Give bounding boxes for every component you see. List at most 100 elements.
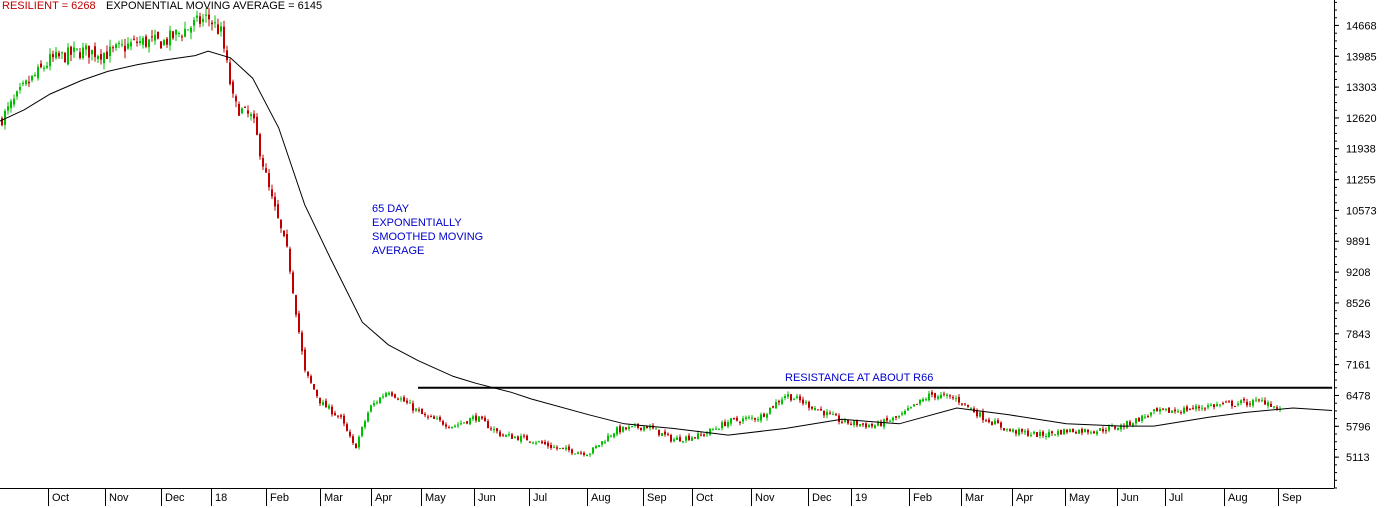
- candle-up: [154, 34, 156, 41]
- candle-up: [781, 399, 783, 404]
- candle-down: [1231, 400, 1233, 407]
- candle-up: [457, 424, 459, 426]
- candle-down: [1036, 432, 1038, 437]
- candle-up: [202, 18, 204, 23]
- candle-up: [1111, 425, 1113, 427]
- candle-up: [1033, 431, 1035, 434]
- candle-down: [1081, 429, 1083, 433]
- candle-down: [1189, 409, 1191, 411]
- candle-down: [856, 420, 858, 426]
- candle-up: [832, 413, 834, 415]
- candle-down: [289, 248, 291, 272]
- candle-up: [718, 428, 720, 430]
- candle-down: [1186, 406, 1188, 411]
- candle-up: [928, 393, 930, 401]
- candle-up: [34, 75, 36, 77]
- candle-down: [274, 196, 276, 207]
- candle-down: [487, 421, 489, 429]
- candle-up: [814, 408, 816, 411]
- candle-down: [1, 118, 3, 126]
- candle-down: [1105, 430, 1107, 432]
- candle-down: [838, 415, 840, 422]
- candle-down: [991, 421, 993, 425]
- candle-down: [295, 295, 297, 315]
- candle-up: [61, 52, 63, 54]
- candle-down: [229, 62, 231, 85]
- candle-up: [769, 407, 771, 414]
- candle-up: [712, 429, 714, 431]
- candle-up: [454, 425, 456, 427]
- candle-up: [751, 417, 753, 419]
- candle-down: [157, 31, 159, 39]
- x-tick-label: Jun: [1121, 492, 1139, 504]
- candle-down: [337, 415, 339, 417]
- candle-up: [685, 436, 687, 441]
- candle-up: [622, 426, 624, 432]
- y-tick-label: 6478: [1346, 390, 1370, 402]
- candle-up: [631, 425, 633, 427]
- candle-up: [478, 416, 480, 422]
- candle-up: [1108, 426, 1110, 431]
- candle-up: [748, 417, 750, 419]
- candle-up: [787, 394, 789, 397]
- candle-up: [1219, 404, 1221, 406]
- candle-up: [673, 439, 675, 442]
- candle-down: [262, 158, 264, 167]
- candle-down: [199, 16, 201, 24]
- candle-down: [181, 36, 183, 38]
- candle-up: [1099, 428, 1101, 431]
- candle-up: [553, 447, 555, 449]
- candle-down: [916, 403, 918, 405]
- candle-down: [880, 421, 882, 426]
- candle-down: [619, 426, 621, 433]
- candle-down: [1027, 430, 1029, 436]
- candle-down: [232, 81, 234, 94]
- candle-up: [364, 421, 366, 428]
- candle-down: [667, 433, 669, 435]
- candle-down: [694, 437, 696, 439]
- candle-down: [736, 417, 738, 421]
- candle-down: [1234, 405, 1236, 407]
- candle-up: [1132, 423, 1134, 426]
- candle-down: [1075, 431, 1077, 434]
- candle-up: [1045, 435, 1047, 437]
- candle-up: [1159, 408, 1161, 412]
- candle-down: [862, 423, 864, 425]
- candle-up: [745, 417, 747, 419]
- candle-down: [256, 116, 258, 135]
- candle-down: [313, 384, 315, 390]
- candle-up: [451, 426, 453, 428]
- candle-down: [997, 420, 999, 424]
- candle-up: [577, 452, 579, 455]
- candle-down: [271, 189, 273, 197]
- candle-down: [1051, 431, 1053, 434]
- candle-up: [661, 433, 663, 437]
- candle-down: [64, 52, 66, 63]
- candle-down: [568, 446, 570, 451]
- candle-down: [1042, 431, 1044, 436]
- candle-down: [334, 413, 336, 416]
- candle-down: [1066, 429, 1068, 433]
- candle-down: [259, 134, 261, 157]
- candle-up: [400, 398, 402, 400]
- candle-up: [970, 408, 972, 410]
- candle-down: [1180, 412, 1182, 414]
- candle-up: [121, 44, 123, 46]
- candle-down: [1204, 408, 1206, 410]
- x-tick-label: Apr: [1016, 492, 1033, 504]
- candle-down: [325, 400, 327, 408]
- candle-up: [766, 414, 768, 418]
- x-tick-label: Dec: [165, 492, 185, 504]
- candle-down: [283, 230, 285, 236]
- candle-up: [805, 401, 807, 403]
- candle-down: [1102, 428, 1104, 432]
- candle-down: [307, 371, 309, 376]
- candle-up: [73, 47, 75, 52]
- candle-down: [1015, 430, 1017, 434]
- candle-down: [352, 436, 354, 443]
- candle-down: [343, 415, 345, 424]
- candle-up: [697, 433, 699, 439]
- candle-down: [406, 400, 408, 403]
- candle-down: [1258, 399, 1260, 401]
- candle-down: [790, 394, 792, 401]
